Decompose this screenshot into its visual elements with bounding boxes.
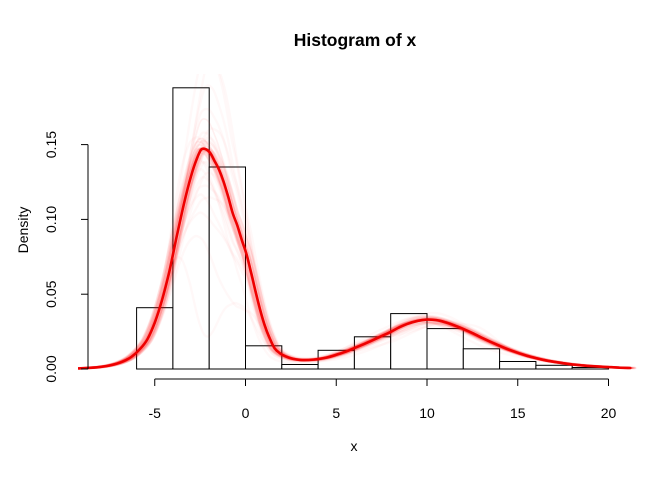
y-axis-tick-label: 0.05 bbox=[43, 280, 59, 307]
density-ensemble-layer bbox=[78, 118, 636, 370]
histogram-bar bbox=[208, 166, 246, 370]
histogram-bars-layer bbox=[136, 87, 610, 370]
x-axis-tick-label: -5 bbox=[149, 405, 162, 421]
density-curve-layer bbox=[78, 147, 632, 370]
axes-layer: -5 0 5 10 15 20 0.00 0.05 0.10 0.15 bbox=[43, 131, 616, 421]
histogram-bar bbox=[535, 364, 573, 370]
x-axis-tick-label: 5 bbox=[332, 405, 340, 421]
x-axis-tick-label: 0 bbox=[242, 405, 250, 421]
histogram-bar bbox=[462, 348, 501, 370]
histogram-bar bbox=[353, 336, 392, 370]
density-curve bbox=[78, 147, 632, 370]
histogram-bar bbox=[245, 345, 283, 370]
histogram-bar bbox=[136, 307, 174, 370]
x-axis-title: x bbox=[351, 438, 358, 454]
plot-title: Histogram of x bbox=[294, 30, 417, 50]
x-axis-tick-label: 20 bbox=[601, 405, 617, 421]
y-axis-tick-label: 0.15 bbox=[43, 131, 59, 158]
x-axis-tick-label: 10 bbox=[419, 405, 435, 421]
histogram-bar bbox=[426, 328, 464, 370]
histogram-bar bbox=[281, 364, 319, 370]
y-axis-title: Density bbox=[15, 207, 31, 254]
histogram-bar bbox=[499, 361, 537, 370]
x-axis-tick-label: 15 bbox=[510, 405, 526, 421]
y-axis-tick-label: 0.10 bbox=[43, 206, 59, 233]
y-axis-tick-label: 0.00 bbox=[43, 355, 59, 382]
